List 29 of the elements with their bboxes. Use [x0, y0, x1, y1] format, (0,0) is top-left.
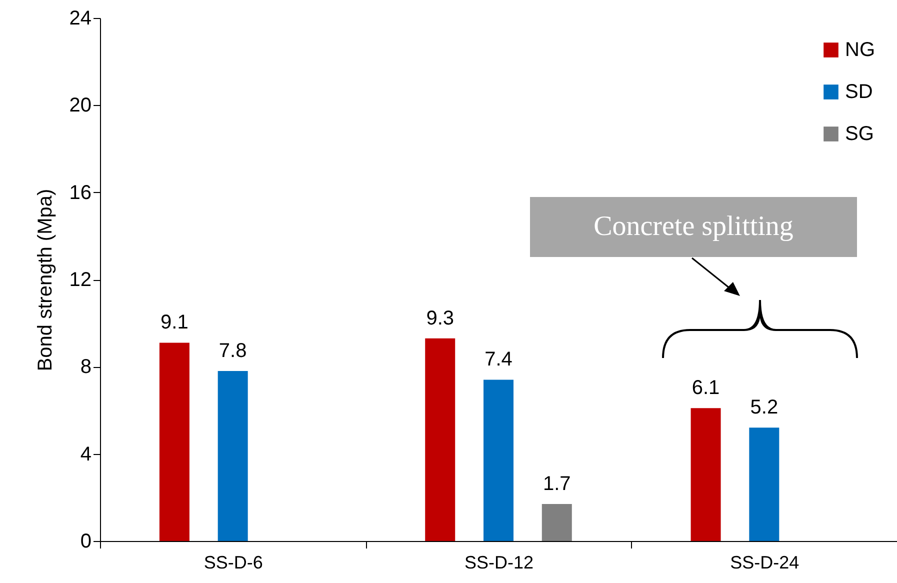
legend-label: NG [845, 39, 875, 61]
bar [218, 371, 248, 541]
data-label: 9.3 [426, 307, 454, 330]
data-label: 6.1 [692, 377, 720, 400]
y-tick-label: 20 [69, 94, 92, 117]
bar [690, 408, 721, 541]
x-tick-label: SS-D-24 [730, 552, 800, 572]
legend-label: SG [845, 123, 874, 145]
bar [542, 504, 572, 541]
y-tick-label: 16 [69, 182, 92, 204]
bar [749, 428, 780, 541]
y-axis-title: Bond strength (Mpa) [34, 188, 56, 372]
bar [159, 342, 190, 541]
y-tick-label: 12 [69, 269, 92, 291]
data-label: 5.2 [750, 396, 778, 419]
y-tick-label: 24 [69, 8, 92, 30]
data-label: 9.1 [160, 312, 188, 334]
y-tick-label: 8 [80, 356, 92, 378]
legend-label: SD [845, 81, 873, 103]
y-tick-label: 0 [80, 530, 92, 552]
bar [425, 338, 456, 541]
callout-box: Concrete splitting [530, 197, 857, 257]
data-label: 7.4 [484, 348, 512, 371]
y-tick-label: 4 [80, 443, 92, 466]
x-tick-label: SS-D-6 [204, 552, 263, 572]
data-label: 7.8 [218, 340, 247, 362]
x-tick-label: SS-D-12 [464, 552, 534, 572]
bar [484, 380, 514, 541]
data-label: 1.7 [542, 472, 571, 495]
